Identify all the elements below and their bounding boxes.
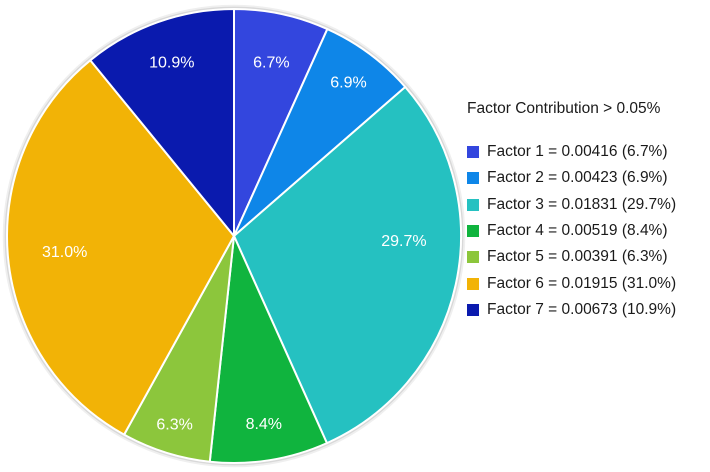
legend-swatch-factor-7 bbox=[467, 303, 479, 316]
pie-slice-factor-3 bbox=[233, 85, 463, 445]
legend-item-factor-1: Factor 1 = 0.00416 (6.7%) bbox=[467, 139, 676, 165]
pie-slices-group bbox=[6, 8, 463, 464]
legend-items: Factor 1 = 0.00416 (6.7%) Factor 2 = 0.00… bbox=[467, 139, 676, 323]
legend-item-factor-3: Factor 3 = 0.01831 (29.7%) bbox=[467, 192, 676, 218]
pie-slice-factor-4 bbox=[208, 235, 328, 464]
legend: Factor Contribution > 0.05% Factor 1 = 0… bbox=[467, 100, 676, 323]
legend-swatch-factor-5 bbox=[467, 251, 479, 264]
legend-item-text-factor-5: Factor 5 = 0.00391 (6.3%) bbox=[487, 248, 668, 266]
legend-swatch-factor-2 bbox=[467, 172, 479, 185]
legend-item-factor-6: Factor 6 = 0.01915 (31.0%) bbox=[467, 270, 676, 296]
legend-item-text-factor-7: Factor 7 = 0.00673 (10.9%) bbox=[487, 300, 677, 318]
pie-slice-label-factor-2: 6.9% bbox=[330, 74, 366, 91]
pie-slice-factor-7 bbox=[89, 8, 235, 237]
pie-slice-factor-6 bbox=[6, 59, 235, 436]
legend-swatch-factor-6 bbox=[467, 277, 479, 290]
legend-swatch-factor-4 bbox=[467, 225, 479, 238]
legend-title: Factor Contribution > 0.05% bbox=[467, 100, 661, 117]
legend-item-text-factor-1: Factor 1 = 0.00416 (6.7%) bbox=[487, 143, 668, 161]
legend-swatch-factor-1 bbox=[467, 146, 479, 159]
legend-item-factor-7: Factor 7 = 0.00673 (10.9%) bbox=[467, 297, 676, 323]
pie-slice-label-factor-5: 6.3% bbox=[156, 416, 192, 433]
pie-slice-label-factor-6: 31.0% bbox=[42, 244, 87, 261]
pie-slice-label-factor-7: 10.9% bbox=[149, 54, 194, 71]
legend-item-text-factor-3: Factor 3 = 0.01831 (29.7%) bbox=[487, 195, 677, 213]
legend-item-text-factor-4: Factor 4 = 0.00519 (8.4%) bbox=[487, 222, 668, 240]
pie-slice-label-factor-4: 8.4% bbox=[246, 416, 282, 433]
legend-item-text-factor-2: Factor 2 = 0.00423 (6.9%) bbox=[487, 169, 668, 187]
legend-swatch-factor-3 bbox=[467, 198, 479, 211]
pie-rim-ring bbox=[4, 6, 464, 466]
legend-item-text-factor-6: Factor 6 = 0.01915 (31.0%) bbox=[487, 274, 677, 292]
pie-slice-label-factor-3: 29.7% bbox=[381, 233, 426, 250]
legend-item-factor-2: Factor 2 = 0.00423 (6.9%) bbox=[467, 165, 676, 191]
pie-outer-shadow-ring bbox=[2, 4, 466, 468]
pie-slice-labels-group: 6.7% 6.9% 29.7% 8.4% 6.3% 31.0% 10.9% bbox=[42, 54, 427, 433]
legend-item-factor-4: Factor 4 = 0.00519 (8.4%) bbox=[467, 218, 676, 244]
pie-slice-label-factor-1: 6.7% bbox=[253, 55, 289, 72]
legend-item-factor-5: Factor 5 = 0.00391 (6.3%) bbox=[467, 244, 676, 270]
